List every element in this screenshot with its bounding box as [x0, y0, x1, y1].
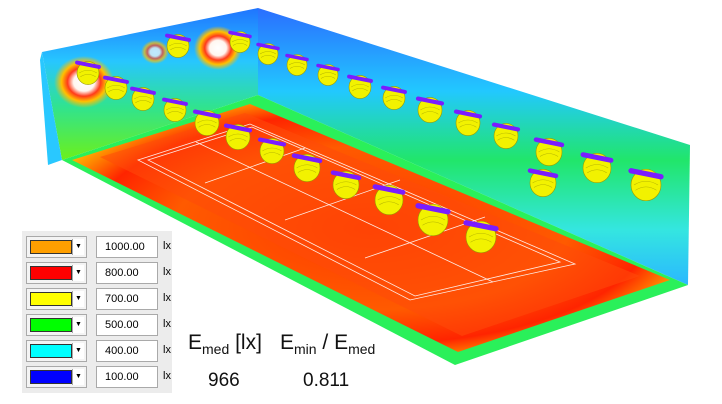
emed-symbol: E [188, 331, 203, 354]
ratio-slash: / [316, 331, 335, 354]
luminaire [347, 74, 373, 99]
uniformity-heading: Emin / Emed [280, 331, 375, 357]
emed-unit: [lx] [229, 331, 262, 354]
unit-label: lx [163, 344, 171, 356]
luminaire [75, 60, 101, 85]
unit-label: lx [163, 370, 171, 382]
illuminance-legend: ▼ 1000.00 lx ▼ 800.00 lx ▼ 700.00 lx ▼ 5… [22, 231, 172, 393]
luminaire [415, 203, 451, 237]
luminaire [103, 75, 129, 100]
luminaire [162, 97, 188, 122]
chevron-down-icon[interactable]: ▼ [72, 343, 84, 359]
floor-heat-inner [100, 113, 640, 336]
chevron-down-icon[interactable]: ▼ [72, 369, 84, 385]
luminaire [228, 30, 252, 53]
color-swatch [30, 370, 72, 384]
color-swatch [30, 344, 72, 358]
luminaire [130, 86, 156, 111]
legend-row: ▼ 800.00 lx [22, 262, 172, 286]
uniformity-value: 0.811 [303, 370, 350, 391]
luminaire [533, 137, 565, 166]
luminaire [256, 42, 280, 65]
color-picker[interactable]: ▼ [26, 314, 87, 336]
threshold-input[interactable]: 700.00 [96, 288, 158, 310]
luminaire [291, 153, 323, 182]
legend-row: ▼ 700.00 lx [22, 288, 172, 312]
unit-label: lx [163, 240, 171, 252]
emin-symbol: E [280, 331, 295, 354]
threshold-input[interactable]: 400.00 [96, 340, 158, 362]
color-picker[interactable]: ▼ [26, 262, 87, 284]
unit-label: lx [163, 266, 171, 278]
luminaire [527, 168, 559, 197]
legend-row: ▼ 100.00 lx [22, 366, 172, 390]
color-swatch [30, 266, 72, 280]
luminaire [372, 184, 406, 216]
luminaire [165, 33, 191, 58]
emin-subscript: min [294, 341, 317, 357]
luminaire [257, 137, 287, 164]
luminaire [453, 109, 483, 136]
luminaire [381, 85, 407, 110]
emed-subscript-2: med [348, 341, 376, 357]
threshold-input[interactable]: 500.00 [96, 314, 158, 336]
luminaire [316, 63, 340, 86]
chevron-down-icon[interactable]: ▼ [72, 317, 84, 333]
emed-heading: Emed [lx] [188, 331, 262, 357]
legend-row: ▼ 500.00 lx [22, 314, 172, 338]
legend-row: ▼ 1000.00 lx [22, 236, 172, 260]
luminaire [628, 168, 664, 202]
color-picker[interactable]: ▼ [26, 366, 87, 388]
luminaire [463, 220, 499, 254]
threshold-input[interactable]: 1000.00 [96, 236, 158, 258]
luminaire-group [75, 30, 664, 254]
color-swatch [30, 292, 72, 306]
wall-hotspot [194, 26, 242, 70]
color-picker[interactable]: ▼ [26, 340, 87, 362]
wall-hotspot [141, 40, 169, 64]
luminaire [330, 170, 362, 199]
unit-label: lx [163, 292, 171, 304]
unit-label: lx [163, 318, 171, 330]
chevron-down-icon[interactable]: ▼ [72, 239, 84, 255]
color-picker[interactable]: ▼ [26, 236, 87, 258]
left-wall [40, 52, 62, 165]
emed-subscript: med [202, 341, 230, 357]
luminaire [580, 152, 614, 184]
emed-symbol-2: E [334, 331, 349, 354]
chevron-down-icon[interactable]: ▼ [72, 265, 84, 281]
color-swatch [30, 318, 72, 332]
legend-row: ▼ 400.00 lx [22, 340, 172, 364]
threshold-input[interactable]: 100.00 [96, 366, 158, 388]
luminaire [285, 53, 309, 76]
emed-value: 966 [208, 370, 240, 391]
luminaire [415, 96, 445, 123]
color-picker[interactable]: ▼ [26, 288, 87, 310]
threshold-input[interactable]: 800.00 [96, 262, 158, 284]
luminaire [192, 109, 222, 136]
luminaire [491, 122, 521, 149]
luminaire [223, 123, 253, 150]
chevron-down-icon[interactable]: ▼ [72, 291, 84, 307]
color-swatch [30, 240, 72, 254]
